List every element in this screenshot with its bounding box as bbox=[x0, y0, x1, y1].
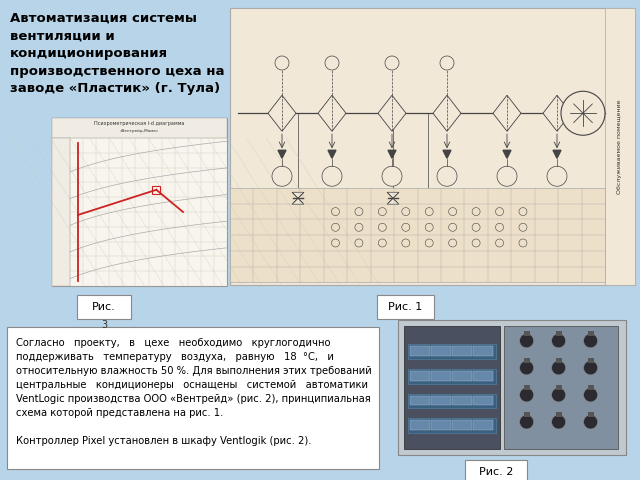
Circle shape bbox=[272, 166, 292, 186]
Circle shape bbox=[561, 91, 605, 135]
Circle shape bbox=[437, 166, 457, 186]
Circle shape bbox=[547, 166, 567, 186]
Circle shape bbox=[584, 388, 598, 402]
Bar bbox=[410, 347, 431, 356]
Text: Рис.: Рис. bbox=[92, 302, 116, 312]
FancyBboxPatch shape bbox=[7, 327, 379, 469]
Polygon shape bbox=[388, 150, 396, 158]
Circle shape bbox=[520, 388, 534, 402]
Bar bbox=[408, 345, 496, 359]
Polygon shape bbox=[328, 150, 336, 158]
Bar bbox=[408, 394, 496, 408]
Bar bbox=[473, 347, 493, 356]
Bar bbox=[408, 418, 496, 433]
Circle shape bbox=[382, 166, 402, 186]
FancyBboxPatch shape bbox=[77, 295, 131, 319]
Polygon shape bbox=[318, 95, 346, 131]
Bar bbox=[431, 396, 451, 406]
Polygon shape bbox=[503, 150, 511, 158]
Bar bbox=[410, 420, 431, 430]
Bar bbox=[408, 369, 496, 384]
Polygon shape bbox=[387, 192, 399, 204]
Circle shape bbox=[520, 334, 534, 348]
Circle shape bbox=[552, 415, 566, 429]
Text: Обслуживаемое помещение: Обслуживаемое помещение bbox=[618, 99, 623, 194]
Text: Автоматизация системы
вентиляции и
кондиционирования
производственного цеха на
з: Автоматизация системы вентиляции и конди… bbox=[10, 12, 225, 95]
Polygon shape bbox=[292, 192, 304, 204]
Bar bbox=[410, 396, 431, 406]
Circle shape bbox=[520, 361, 534, 375]
Bar bbox=[152, 186, 161, 194]
Text: «Вентрейд-Мама»: «Вентрейд-Мама» bbox=[120, 129, 159, 133]
Bar bbox=[556, 331, 561, 336]
Polygon shape bbox=[433, 95, 461, 131]
Circle shape bbox=[275, 56, 289, 70]
Circle shape bbox=[584, 334, 598, 348]
Bar bbox=[452, 396, 472, 406]
Bar bbox=[556, 412, 561, 417]
Bar bbox=[588, 412, 593, 417]
Bar bbox=[230, 188, 605, 282]
Bar bbox=[431, 420, 451, 430]
Text: 3: 3 bbox=[101, 320, 107, 330]
Bar bbox=[588, 385, 593, 390]
Bar bbox=[230, 8, 635, 285]
Bar bbox=[398, 320, 626, 455]
Circle shape bbox=[584, 361, 598, 375]
Bar bbox=[524, 331, 530, 336]
Bar bbox=[556, 358, 561, 363]
Polygon shape bbox=[378, 95, 406, 131]
Bar bbox=[452, 371, 472, 381]
Bar bbox=[473, 396, 493, 406]
Bar bbox=[588, 358, 593, 363]
Bar bbox=[52, 118, 227, 138]
Circle shape bbox=[497, 166, 517, 186]
Bar bbox=[524, 358, 530, 363]
Circle shape bbox=[584, 415, 598, 429]
Text: Рис. 2: Рис. 2 bbox=[479, 467, 513, 477]
Bar bbox=[473, 420, 493, 430]
Bar bbox=[473, 371, 493, 381]
Bar bbox=[52, 118, 227, 286]
Circle shape bbox=[552, 334, 566, 348]
FancyBboxPatch shape bbox=[465, 460, 527, 480]
Circle shape bbox=[385, 56, 399, 70]
Bar bbox=[588, 331, 593, 336]
Circle shape bbox=[552, 388, 566, 402]
Polygon shape bbox=[278, 150, 286, 158]
Bar bbox=[452, 420, 472, 430]
Circle shape bbox=[322, 166, 342, 186]
Polygon shape bbox=[268, 95, 296, 131]
Bar bbox=[431, 371, 451, 381]
Bar bbox=[524, 385, 530, 390]
Text: Рис. 1: Рис. 1 bbox=[388, 302, 422, 312]
Circle shape bbox=[440, 56, 454, 70]
Polygon shape bbox=[553, 150, 561, 158]
Circle shape bbox=[520, 415, 534, 429]
Bar bbox=[524, 412, 530, 417]
Polygon shape bbox=[493, 95, 521, 131]
Bar bbox=[431, 347, 451, 356]
Bar bbox=[452, 347, 472, 356]
Bar bbox=[404, 326, 500, 449]
Text: Согласно   проекту,   в   цехе   необходимо   круглогодично
поддерживать   темпе: Согласно проекту, в цехе необходимо круг… bbox=[16, 338, 372, 446]
Bar bbox=[410, 371, 431, 381]
Circle shape bbox=[552, 361, 566, 375]
Bar bbox=[605, 8, 635, 285]
Bar bbox=[504, 326, 618, 449]
FancyBboxPatch shape bbox=[377, 295, 434, 319]
Text: Психрометрическая I-d диаграмма: Психрометрическая I-d диаграмма bbox=[94, 121, 185, 127]
Bar bbox=[556, 385, 561, 390]
Bar bbox=[52, 138, 70, 286]
Polygon shape bbox=[443, 150, 451, 158]
Circle shape bbox=[325, 56, 339, 70]
Polygon shape bbox=[543, 95, 571, 131]
